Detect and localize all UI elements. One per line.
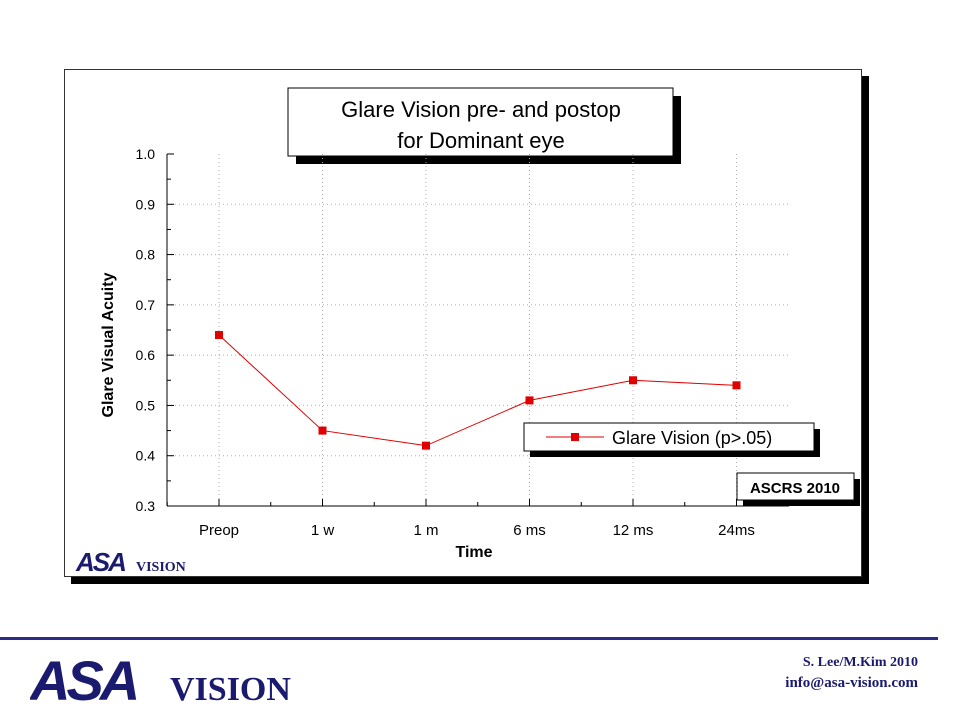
x-tick-label: 24ms [718, 522, 755, 539]
y-ticks: 0.3 0.4 0.5 0.6 0.7 0.8 0.9 1.0 [136, 146, 174, 514]
y-tick-label: 0.8 [136, 247, 156, 263]
x-tick-label: 12 ms [613, 522, 654, 539]
footer-email[interactable]: info@asa-vision.com [785, 675, 918, 691]
footer-logo: ASA VISION [30, 649, 291, 708]
legend-label: Glare Vision (p>.05) [612, 428, 772, 448]
badge-box [736, 472, 855, 501]
x-tick-label: 1 m [413, 522, 438, 539]
x-tick-label: 6 ms [513, 522, 546, 539]
data-point [525, 396, 534, 405]
y-tick-label: 0.9 [136, 196, 156, 212]
series [215, 331, 741, 450]
chart-title-line2: for Dominant eye [397, 128, 565, 153]
chart-title-line1: Glare Vision pre- and postop [341, 97, 621, 122]
footer-divider [0, 637, 938, 640]
data-point [422, 441, 430, 450]
x-tick-label: Preop [199, 522, 239, 539]
badge-text: ASCRS 2010 [750, 480, 840, 497]
series-line [218, 334, 737, 447]
y-tick-label: 0.6 [136, 347, 156, 363]
title-box [287, 87, 674, 157]
y-tick-label: 0.4 [136, 448, 156, 464]
footer-logo-primary: ASA [30, 649, 137, 708]
data-point [732, 381, 741, 390]
footer-author: S. Lee/M.Kim 2010 [802, 655, 918, 670]
data-point [318, 426, 327, 435]
grid [167, 154, 789, 506]
y-tick-label: 0.5 [136, 397, 156, 413]
y-tick-label: 0.7 [136, 297, 156, 313]
y-axis-label: Glare Visual Acuity [100, 272, 117, 417]
x-ticks: Preop 1 w 1 m 6 ms 12 ms 24ms [166, 499, 789, 539]
data-point [215, 331, 223, 340]
panel-logo-secondary: VISION [136, 560, 186, 575]
footer-logo-secondary: VISION [170, 671, 291, 708]
x-axis-label: Time [455, 544, 492, 561]
y-tick-label: 0.3 [136, 498, 156, 514]
data-point [629, 376, 637, 385]
panel-logo-primary: ASA [75, 547, 125, 577]
y-tick-label: 1.0 [136, 146, 156, 162]
legend-marker [571, 433, 579, 441]
x-tick-label: 1 w [311, 522, 335, 539]
